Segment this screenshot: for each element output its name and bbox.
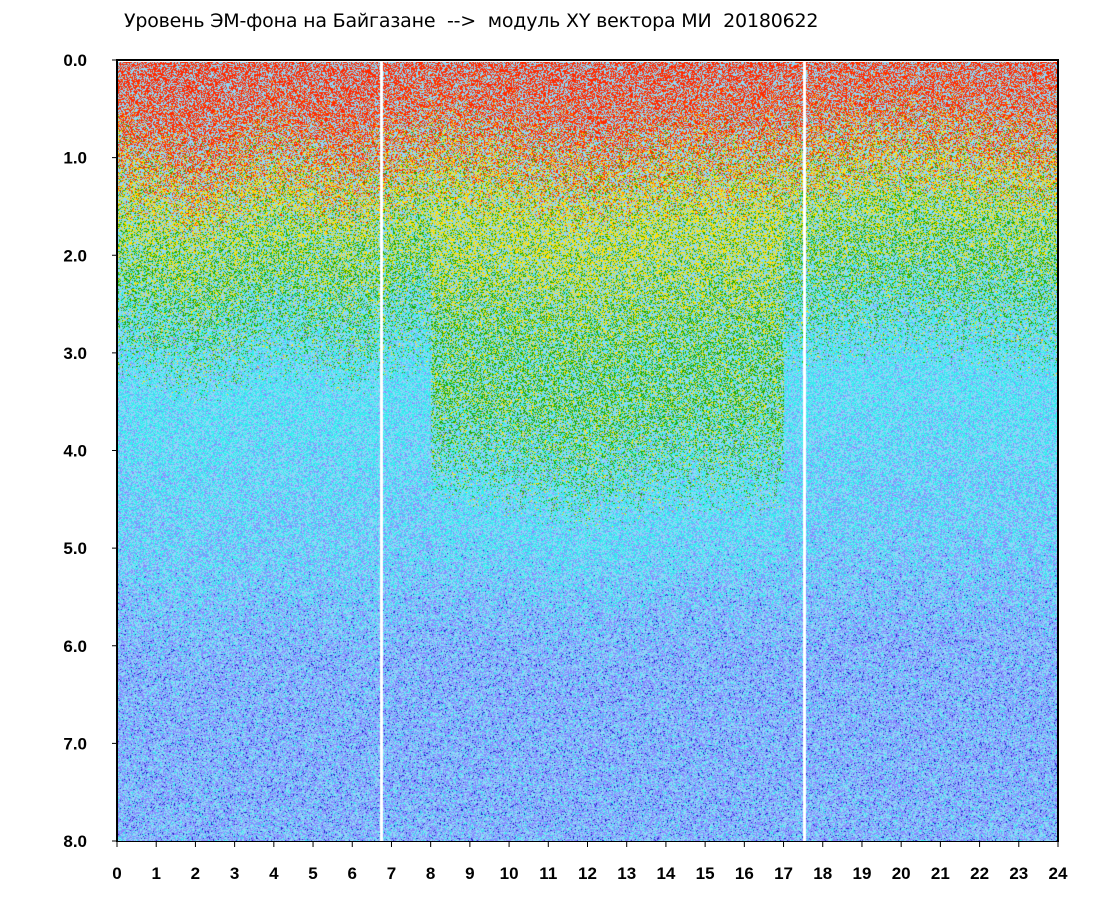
x-tick-label: 6 — [348, 864, 357, 883]
y-axis-ticks: 0.0 1.0 2.0 3.0 4.0 5.0 6.0 7.0 8.0 — [63, 51, 117, 851]
chart-title: Уровень ЭМ-фона на Байгазане --> модуль … — [124, 10, 819, 32]
x-tick-label: 20 — [892, 864, 911, 883]
x-tick-label: 1 — [151, 864, 160, 883]
x-tick-label: 0 — [112, 864, 121, 883]
y-tick-label: 7.0 — [63, 734, 87, 753]
x-tick-label: 18 — [813, 864, 832, 883]
y-tick-label: 6.0 — [63, 637, 87, 656]
plot-frame — [116, 59, 1059, 842]
x-tick-label: 12 — [578, 864, 597, 883]
x-tick-label: 24 — [1049, 864, 1068, 883]
x-tick-label: 23 — [1009, 864, 1028, 883]
x-tick-label: 7 — [387, 864, 396, 883]
x-tick-label: 13 — [617, 864, 636, 883]
x-tick-label: 15 — [696, 864, 715, 883]
y-tick-label: 2.0 — [63, 246, 87, 265]
x-tick-label: 4 — [269, 864, 279, 883]
x-tick-label: 8 — [426, 864, 435, 883]
x-tick-label: 14 — [656, 864, 675, 883]
x-tick-label: 10 — [500, 864, 519, 883]
y-tick-label: 0.0 — [63, 51, 87, 70]
x-tick-label: 11 — [539, 864, 557, 883]
y-tick-label: 8.0 — [63, 832, 87, 851]
y-tick-label: 5.0 — [63, 539, 87, 558]
x-tick-label: 2 — [191, 864, 200, 883]
x-tick-label: 16 — [735, 864, 754, 883]
x-tick-label: 3 — [230, 864, 239, 883]
x-tick-label: 19 — [852, 864, 871, 883]
x-tick-label: 9 — [465, 864, 474, 883]
x-tick-label: 22 — [970, 864, 989, 883]
x-tick-label: 5 — [308, 864, 317, 883]
y-tick-label: 1.0 — [63, 149, 87, 168]
y-tick-label: 3.0 — [63, 344, 87, 363]
y-tick-label: 4.0 — [63, 442, 87, 461]
x-tick-label: 21 — [931, 864, 950, 883]
x-axis-ticks: 0 1 2 3 4 5 6 7 8 9 10 11 12 13 14 15 16 17 18 19 20 21 22 23 24 — [112, 841, 1068, 883]
x-tick-label: 17 — [774, 864, 793, 883]
plot-area — [118, 62, 1057, 841]
